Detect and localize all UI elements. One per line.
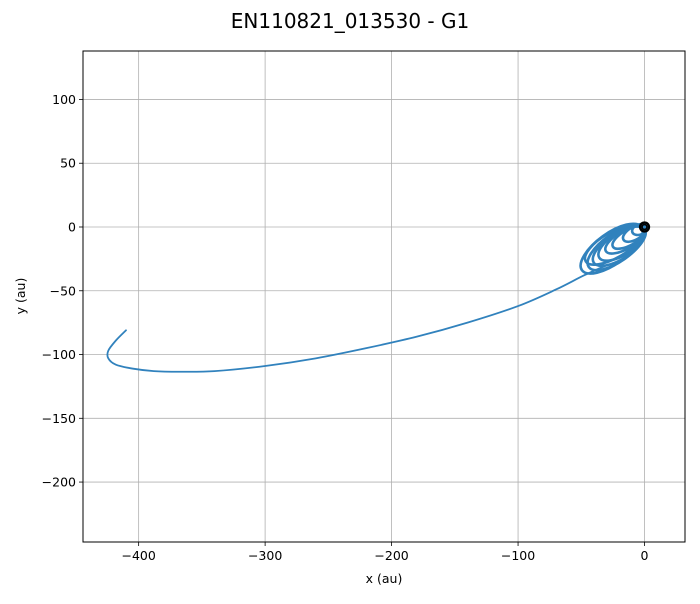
trajectory-line [106,264,608,373]
y-tick-label: −100 [42,347,76,362]
y-tick-label: −150 [42,411,76,426]
y-tick-label: 100 [52,92,76,107]
data-layer [106,221,651,373]
chart-title: EN110821_013530 - G1 [231,9,469,33]
central-orbit-inner [641,223,648,231]
y-tick-label: 0 [68,219,76,234]
y-tick-label: 50 [60,156,76,171]
y-tick-label: −200 [42,475,76,490]
x-tick-label: −300 [248,548,282,563]
central-orbit [638,221,651,233]
plot-frame [82,50,686,543]
tick-layer: −400 −300 −200 −100 0 100 50 0 −50 −100 −150 −200 [42,92,649,563]
grid-layer [83,51,685,542]
y-tick-label: −50 [50,283,76,298]
x-tick-label: 0 [641,548,649,563]
orbit-loop [579,222,644,275]
x-axis-label: x (au) [366,571,403,586]
x-tick-label: −100 [501,548,535,563]
y-axis-label: y (au) [13,278,28,315]
x-tick-label: −400 [121,548,155,563]
x-tick-label: −200 [374,548,408,563]
